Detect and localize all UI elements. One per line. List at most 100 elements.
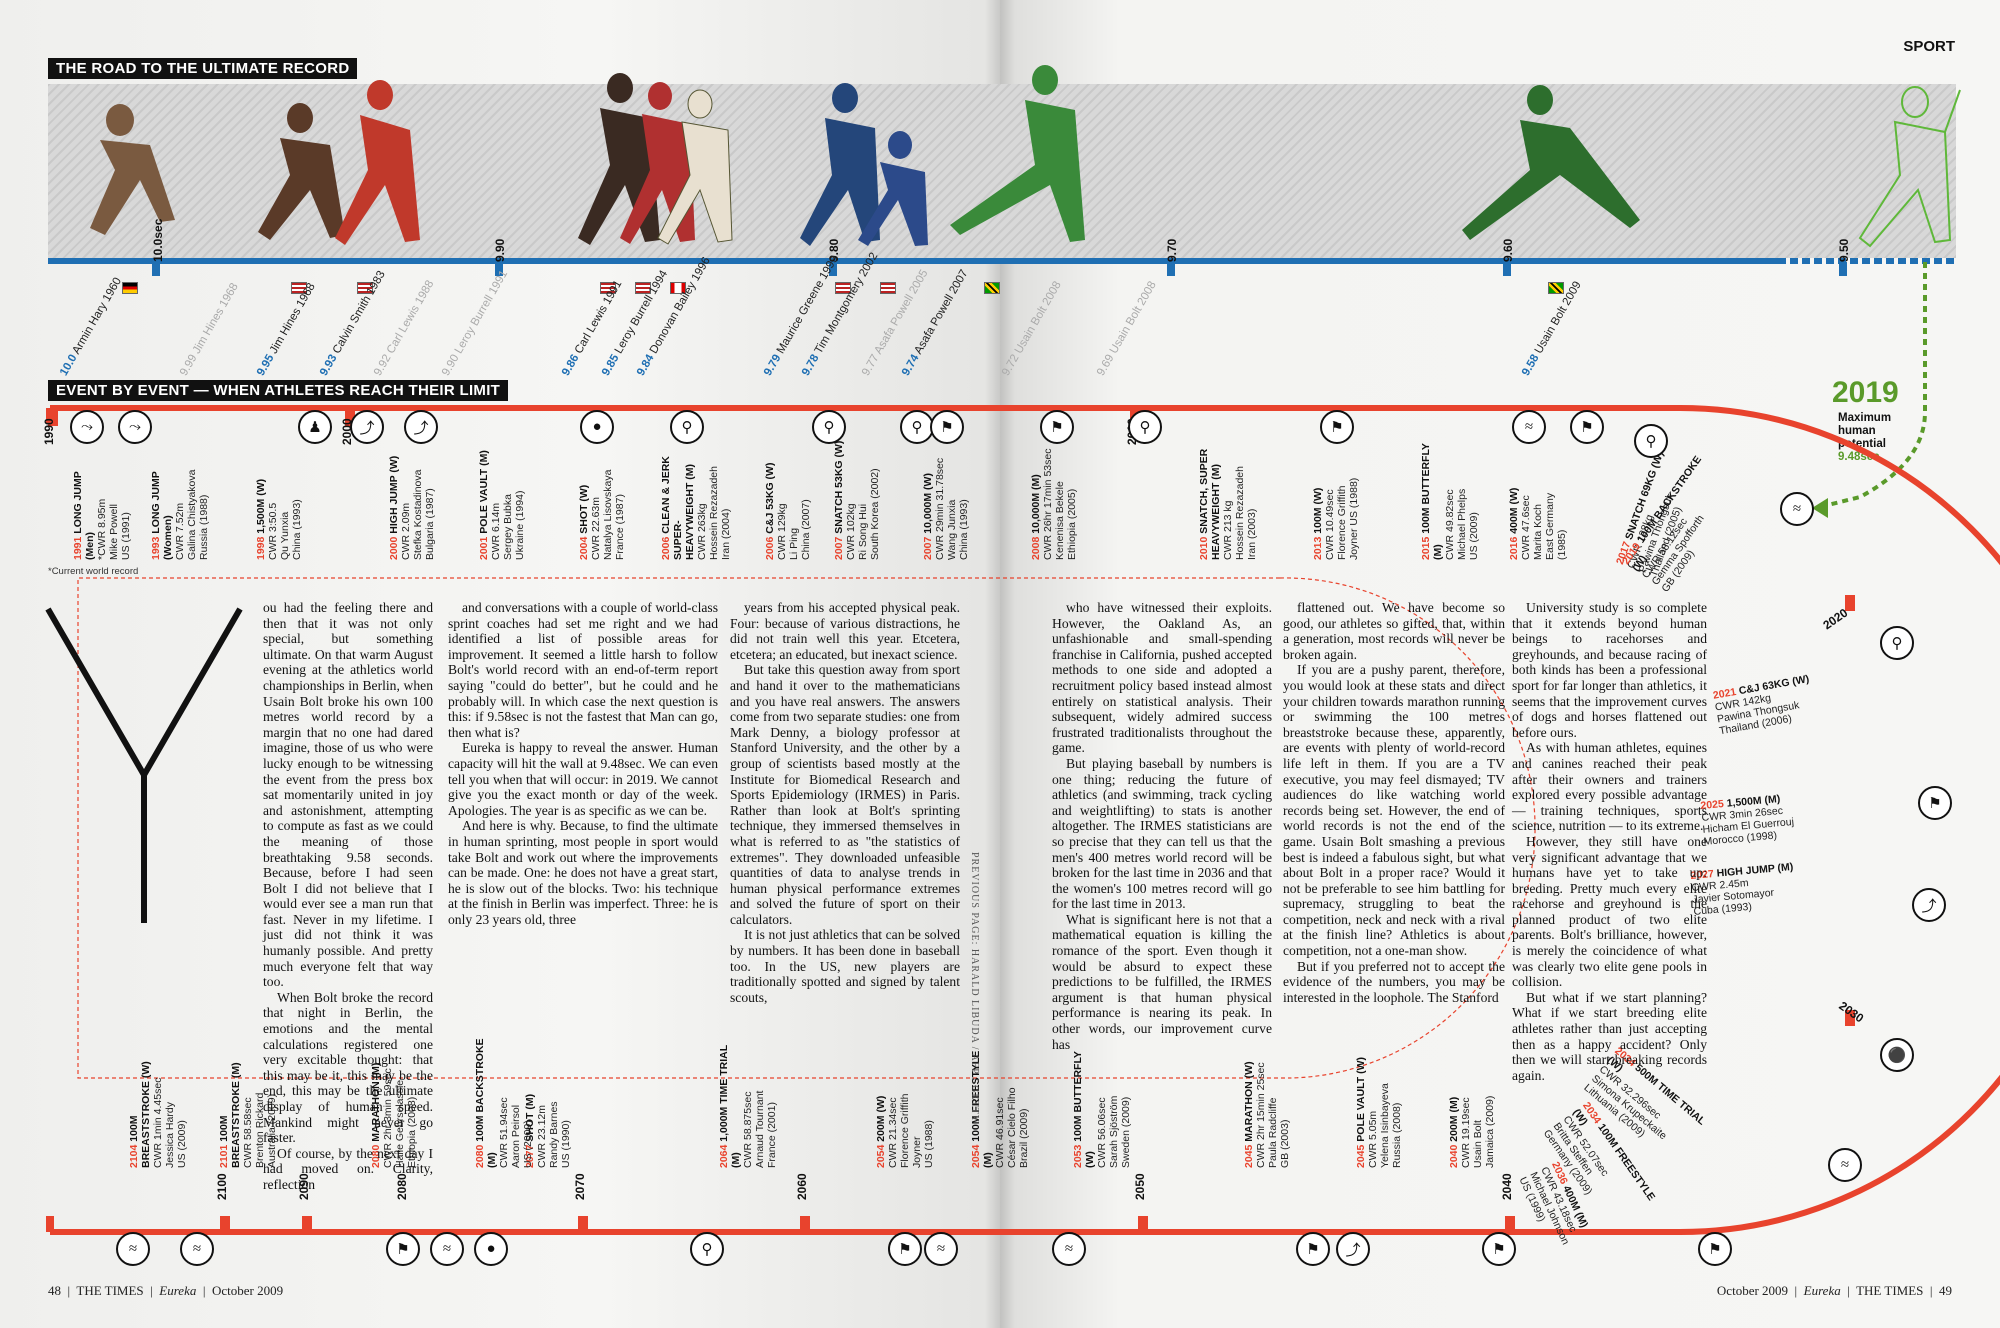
event-icon: ⚲ — [812, 410, 846, 444]
event-entry: 2007 SNATCH 53KG (W) CWR 102kg Ri Song H… — [833, 441, 881, 560]
axis-tick — [1839, 262, 1847, 276]
decade-label: 2070 — [573, 1173, 587, 1200]
event-detail: CWR 29min 31.78sec Wang Junxia China (19… — [934, 457, 970, 560]
page-number: 48 — [48, 1283, 61, 1298]
article-paragraph: What is significant here is not that a m… — [1052, 911, 1272, 1052]
article-paragraph: University study is so complete that it … — [1512, 600, 1707, 740]
event-name: HIGH JUMP (W) — [388, 455, 400, 534]
event-detail: CWR 21.34sec Florence Griffith Joyner US… — [887, 1093, 935, 1169]
runner-figure — [858, 131, 928, 246]
event-detail: CWR 2.09m Stefka Kostadinova Bulgaria (1… — [400, 469, 436, 560]
decade-label: 2040 — [1500, 1173, 1514, 1200]
event-detail: CWR 23.12m Randy Barnes US (1990) — [536, 1101, 572, 1168]
event-entry: 1998 1,500M (W) CWR 3:50.5 Qu Yunxia Chi… — [255, 479, 303, 560]
event-entry: 2025 1,500M (M) CWR 3min 26sec Hicham El… — [1700, 792, 1795, 848]
event-icon: ⚑ — [930, 410, 964, 444]
event-year: 1991 — [72, 536, 84, 560]
max-potential-text: Maximum human potential 9.48sec — [1838, 412, 1891, 464]
usa-flag — [880, 282, 896, 294]
event-entry: 2010 SNATCH, SUPER HEAVYWEIGHT (M) CWR 2… — [1198, 449, 1258, 560]
event-year: 2006 — [660, 536, 672, 560]
runner-figure — [258, 103, 345, 240]
event-name: 200M (M) — [1448, 1096, 1460, 1142]
sprint-timeline-projection — [1778, 258, 1956, 264]
banner-road: THE ROAD TO THE ULTIMATE RECORD — [48, 58, 358, 79]
event-detail: CWR 7.52m Galina Chistyakova Russia (198… — [174, 469, 210, 560]
event-name: SNATCH 53KG (W) — [833, 440, 845, 534]
event-year: 2007 — [922, 536, 934, 560]
event-detail: CWR 1min 4.45sec Jessica Hardy US (2009) — [152, 1077, 188, 1168]
article-paragraph: ou had the feeling there and then that i… — [263, 600, 433, 990]
event-name: C&J 53KG (W) — [764, 462, 776, 534]
axis-tick — [495, 262, 503, 276]
event-detail: CWR 47.6sec Marita Koch East Germany (19… — [1520, 492, 1568, 560]
usa-flag — [635, 282, 651, 294]
event-year: 2000 — [388, 536, 400, 560]
article-paragraph: who have witnessed their exploits. Howev… — [1052, 600, 1272, 756]
axis-tick — [152, 262, 160, 276]
event-detail: CWR 102kg Ri Song Hui South Korea (2002) — [845, 468, 881, 560]
event-year: 2013 — [1312, 536, 1324, 560]
hologram-runner — [1858, 86, 1961, 248]
event-entry: 2040 200M (M) CWR 19.19sec Usain Bolt Ja… — [1448, 1096, 1496, 1168]
event-entry: 2006 CLEAN & JERK SUPER- HEAVYWEIGHT (M)… — [660, 456, 732, 560]
article-paragraph: Of course, by the next day I had moved o… — [263, 1145, 433, 1192]
event-name: 10,000M (M) — [1030, 474, 1042, 534]
event-icon: ⚑ — [1320, 410, 1354, 444]
event-entry: 2006 C&J 53KG (W) CWR 129kg Li Ping Chin… — [764, 463, 812, 560]
article-paragraph: When Bolt broke the record that night in… — [263, 989, 433, 1146]
canada-flag — [670, 282, 686, 294]
event-year: 2010 — [1198, 536, 1210, 560]
event-year: 2053 — [1072, 1144, 1084, 1168]
decade-label: 1990 — [42, 418, 56, 445]
event-entry: 1993 LONG JUMP (Women) CWR 7.52m Galina … — [150, 470, 210, 560]
magazine-name: Eureka — [159, 1283, 197, 1298]
event-year: 2054 — [970, 1144, 982, 1168]
article-paragraph: As with human athletes, equines and cani… — [1512, 740, 1707, 834]
event-icon: ⤴ — [1336, 1232, 1370, 1266]
article-column-1: ou had the feeling there and then that i… — [263, 600, 433, 1193]
event-detail: CWR 10.49sec Florence Griffith Joyner US… — [1324, 477, 1360, 560]
article-paragraph: flattened out. We have become so good, o… — [1283, 600, 1505, 662]
projection-arrow — [1812, 262, 1927, 518]
event-entry: 2064 1,000M TIME TRIAL (M) CWR 58.875sec… — [718, 1045, 778, 1168]
event-name: 400M (W) — [1508, 487, 1520, 534]
article-paragraph: If you are a pushy parent, therefore, yo… — [1283, 662, 1505, 959]
event-detail: CWR 5.05m Yelena Isinbayeva Russia (2008… — [1367, 1083, 1403, 1168]
article-paragraph: Eureka is happy to reveal the answer. Hu… — [448, 740, 718, 818]
event-icon: ≈ — [1828, 1148, 1862, 1182]
event-icon: ⚫ — [1880, 1038, 1914, 1072]
event-icon: ⚲ — [690, 1232, 724, 1266]
event-icon: ⤳ — [70, 410, 104, 444]
event-detail: CWR 51.94sec Aaron Peirsol US (2009) — [498, 1097, 534, 1168]
event-icon: ⚲ — [1634, 424, 1668, 458]
footnote: *Current world record — [48, 566, 139, 577]
event-icon: ♟ — [298, 410, 332, 444]
decade-label: 2100 — [215, 1173, 229, 1200]
article-paragraph: But if you preferred not to accept the e… — [1283, 958, 1505, 1005]
event-detail: CWR 6.14m Sergey Bubka Ukraine (1994) — [490, 490, 526, 560]
event-icon: ≈ — [1512, 410, 1546, 444]
event-entry: 2015 100M BUTTERFLY (M) CWR 49.82sec Mic… — [1420, 443, 1480, 560]
event-detail: CWR 58.875sec Arnaud Tournant France (20… — [742, 1090, 778, 1168]
event-icon: ⚑ — [1918, 786, 1952, 820]
sprint-band — [48, 84, 1956, 258]
event-year: 2006 — [764, 536, 776, 560]
event-year: 2104 — [128, 1144, 140, 1168]
article-paragraph: and conversations with a couple of world… — [448, 600, 718, 740]
runner-figure — [950, 65, 1085, 242]
event-year: 2045 — [1355, 1144, 1367, 1168]
event-name: SHOT (W) — [578, 484, 590, 534]
event-year: 2054 — [875, 1144, 887, 1168]
event-year: 1998 — [255, 536, 267, 560]
event-name: 1,500M (W) — [255, 478, 267, 534]
footer-right: October 2009 | Eureka | THE TIMES | 49 — [1716, 1283, 1952, 1298]
event-icon: ⚲ — [1880, 626, 1914, 660]
event-icon: ● — [474, 1232, 508, 1266]
runner-silhouettes — [90, 65, 1961, 248]
event-icon: ≈ — [1780, 492, 1814, 526]
event-entry: 2045 MARATHON (W) CWR 2hr 15min 25sec Pa… — [1243, 1061, 1291, 1168]
event-icon: ⤳ — [118, 410, 152, 444]
magazine-name: Eureka — [1803, 1283, 1841, 1298]
decade-label: 2060 — [795, 1173, 809, 1200]
